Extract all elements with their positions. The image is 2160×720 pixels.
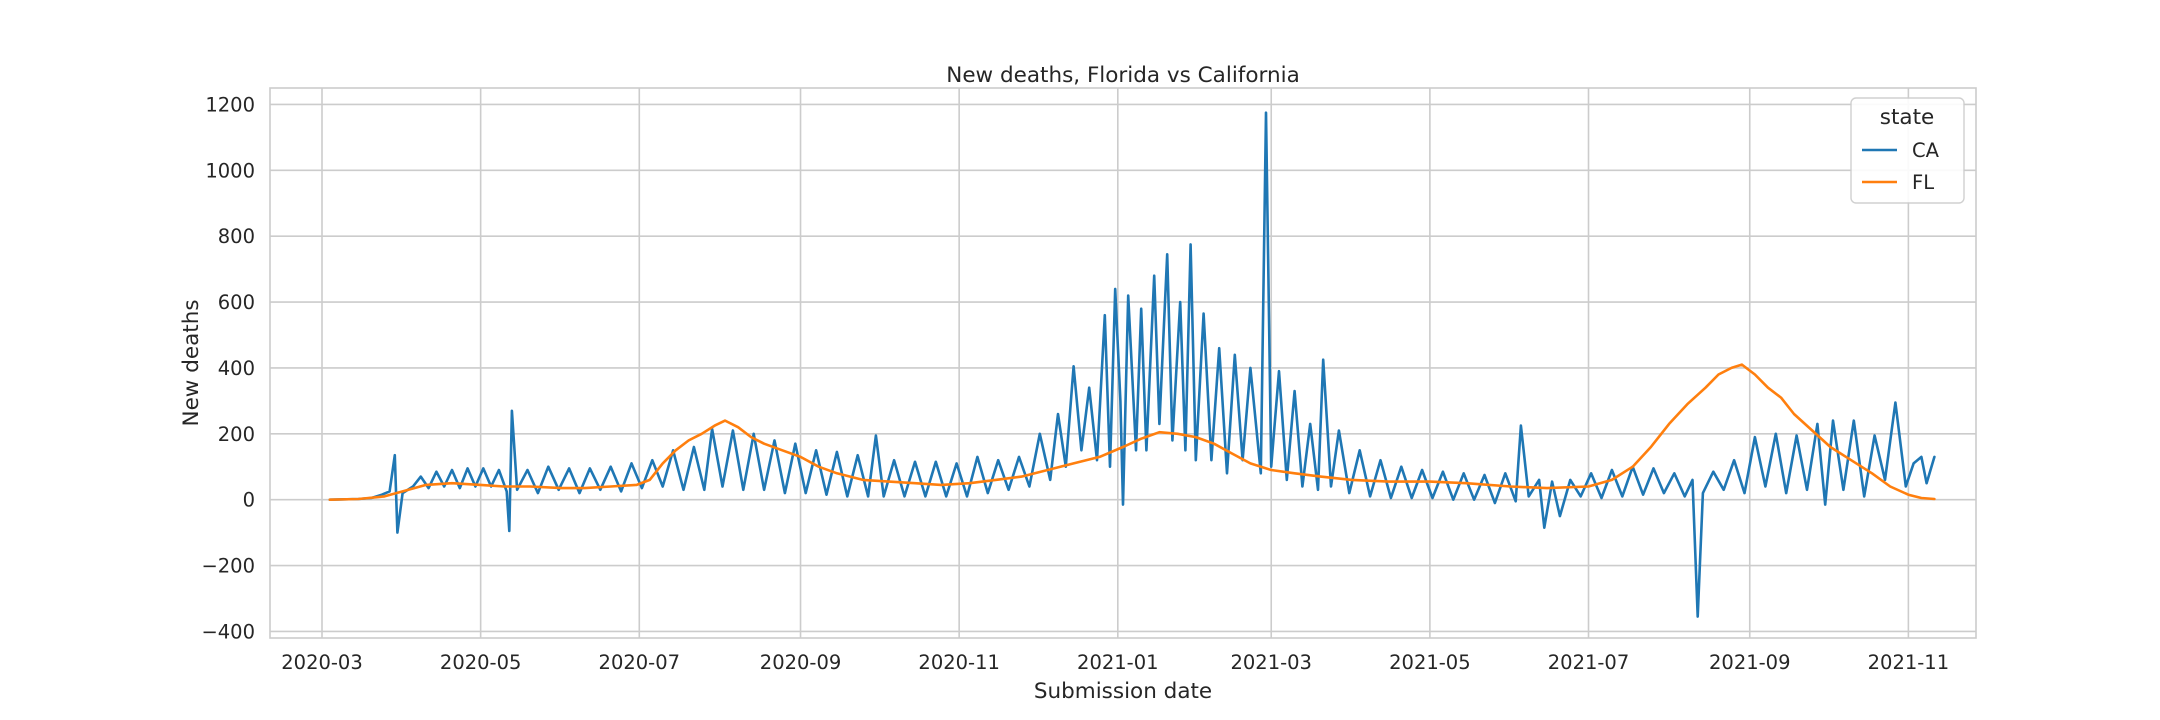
- x-tick-label: 2021-03: [1230, 651, 1311, 674]
- x-axis-label: Submission date: [1034, 679, 1212, 704]
- y-tick-label: 800: [218, 225, 255, 248]
- y-tick-label: 1000: [205, 159, 255, 182]
- legend-label-ca: CA: [1912, 139, 1940, 162]
- y-axis: −400 −200 0 200 400 600 800 1000 1200: [201, 93, 255, 643]
- x-tick-label: 2020-11: [918, 651, 999, 674]
- y-tick-label: 600: [218, 291, 255, 314]
- y-tick-label: 1200: [205, 93, 255, 116]
- x-tick-label: 2021-11: [1868, 651, 1949, 674]
- series-line-ca: [328, 111, 1936, 618]
- y-tick-label: 400: [218, 357, 255, 380]
- y-tick-label: −200: [201, 555, 255, 578]
- x-tick-label: 2020-05: [440, 651, 521, 674]
- chart-title: New deaths, Florida vs California: [946, 63, 1300, 88]
- x-tick-label: 2020-07: [599, 651, 680, 674]
- legend-label-fl: FL: [1912, 171, 1934, 194]
- series-line-fl: [328, 363, 1936, 501]
- plot-area: [328, 111, 1936, 618]
- legend-title: state: [1880, 105, 1934, 130]
- legend-box: [1850, 97, 1965, 204]
- plot-frame: [269, 87, 1977, 639]
- y-tick-label: −400: [201, 620, 255, 643]
- x-tick-label: 2021-05: [1389, 651, 1470, 674]
- x-tick-label: 2021-09: [1709, 651, 1790, 674]
- y-axis-label: New deaths: [179, 299, 204, 426]
- plot-background: [270, 88, 1976, 638]
- y-tick-label: 200: [218, 423, 255, 446]
- legend: state CA FL: [1850, 97, 1965, 204]
- x-tick-label: 2020-03: [281, 651, 362, 674]
- x-tick-label: 2021-01: [1077, 651, 1158, 674]
- x-tick-label: 2020-09: [760, 651, 841, 674]
- x-tick-label: 2021-07: [1548, 651, 1629, 674]
- x-axis: 2020-03 2020-05 2020-07 2020-09 2020-11 2021-…: [281, 651, 1949, 674]
- y-tick-label: 0: [243, 489, 255, 512]
